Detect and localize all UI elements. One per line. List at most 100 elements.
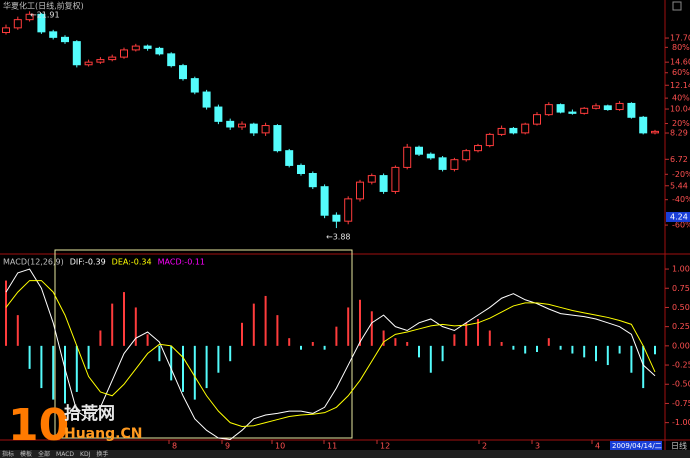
y2-tick-label: -60% [672, 221, 690, 230]
candle-body [521, 123, 530, 134]
candle-body [556, 104, 565, 113]
candle-body [131, 45, 140, 51]
tab[interactable]: 换手 [96, 450, 108, 458]
tab[interactable]: 指标 [2, 450, 14, 458]
candle-body [273, 125, 282, 152]
macd-line [5, 268, 656, 441]
candle-body [533, 114, 541, 125]
y2-tick-label: -40% [672, 195, 690, 204]
candle-body [651, 130, 659, 134]
candle-body [308, 173, 317, 188]
y2-tick-label: 60% [672, 68, 690, 77]
tab[interactable]: MACD [56, 451, 74, 458]
candle-body [462, 150, 471, 161]
candle-body [391, 166, 400, 192]
y-tick-label: 0.00 [672, 341, 690, 350]
date-label: 11 [327, 442, 337, 451]
candle-body [426, 153, 435, 159]
date-label: 3 [535, 442, 540, 451]
candle-body [438, 157, 447, 170]
candle-body [226, 120, 235, 128]
candle-body [214, 106, 223, 122]
date-label: 9 [225, 442, 230, 451]
candle-body [72, 41, 81, 66]
date-label: 12 [380, 442, 390, 451]
candle-body [13, 19, 22, 29]
candle-body [474, 145, 482, 152]
current-date: 2009/04/14/二 [612, 442, 662, 450]
candle-body [25, 13, 34, 21]
candle-body [356, 181, 364, 200]
watermark-number: 10 [8, 400, 69, 451]
candle-body [96, 59, 105, 63]
candle-body [615, 102, 624, 111]
candle-body [120, 49, 128, 58]
candle-body [627, 102, 636, 118]
macd-header: DEA:-0.34 [112, 258, 152, 267]
y2-tick-label: 80% [672, 43, 690, 52]
macd-header: MACD(12,26,9) [3, 258, 64, 267]
candle-body [37, 13, 46, 33]
y-tick-label: 0.75 [672, 284, 690, 293]
candle-body [49, 31, 58, 38]
date-label: 10 [275, 442, 285, 451]
candle-body [320, 186, 329, 216]
macd-header: MACD:-0.11 [158, 258, 205, 267]
y-tick-label: 14.60 [670, 58, 690, 67]
candle-body [580, 107, 589, 114]
tab-bar [0, 450, 690, 458]
macd-header: DIF:-0.39 [70, 258, 106, 267]
candle-body [285, 150, 294, 166]
candle-body [108, 56, 117, 61]
y-tick-label: -1.00 [672, 418, 690, 427]
candle-body [238, 123, 246, 128]
candle-body [509, 127, 518, 134]
y-tick-label: 8.29 [670, 129, 688, 138]
low-annotation: ←3.88 [326, 233, 351, 242]
y-tick-label: 5.44 [670, 181, 688, 190]
candle-body [332, 214, 341, 222]
date-label: 2 [482, 442, 487, 451]
candle-body [179, 65, 187, 80]
candle-body [568, 111, 577, 114]
candle-body [450, 159, 459, 170]
y-tick-label: -0.75 [672, 399, 690, 408]
candle-body [485, 133, 494, 147]
candle-body [61, 36, 69, 43]
candle-body [497, 127, 506, 135]
y-tick-label: -0.25 [672, 361, 690, 370]
candle-body [84, 61, 93, 66]
candle-body [249, 123, 258, 134]
current-date-box [610, 441, 662, 450]
watermark-site: Huang.CN [64, 426, 142, 442]
candle-body [155, 47, 164, 55]
current-price-box [666, 211, 690, 222]
chart-title: 华夏化工(日线,前复权) [3, 1, 84, 11]
candle-body [415, 146, 423, 155]
candle-body [167, 53, 176, 67]
candle-body [379, 175, 388, 192]
candle-body [261, 125, 270, 134]
candle-body [367, 175, 376, 183]
candle-body [202, 91, 211, 108]
highlight-box [54, 249, 353, 439]
y-tick-label: 0.50 [672, 303, 690, 312]
candle-body [2, 27, 10, 34]
candle-body [592, 105, 600, 109]
candle-body [143, 45, 152, 49]
candle-body [344, 198, 353, 222]
watermark-name: 拾荒网 [64, 403, 115, 424]
tab[interactable]: KDJ [80, 451, 91, 458]
date-label: 4 [595, 442, 600, 451]
tab[interactable]: 模板 [20, 450, 32, 458]
candle-body [297, 164, 305, 175]
candle-body [603, 105, 612, 111]
candle-body [403, 146, 412, 168]
macd-line [5, 280, 656, 427]
y-tick-label: 6.72 [670, 155, 688, 164]
tab[interactable]: 全部 [38, 450, 50, 458]
candle-body [544, 104, 553, 116]
y2-tick-label: 40% [672, 94, 690, 103]
candle-body [190, 78, 199, 93]
